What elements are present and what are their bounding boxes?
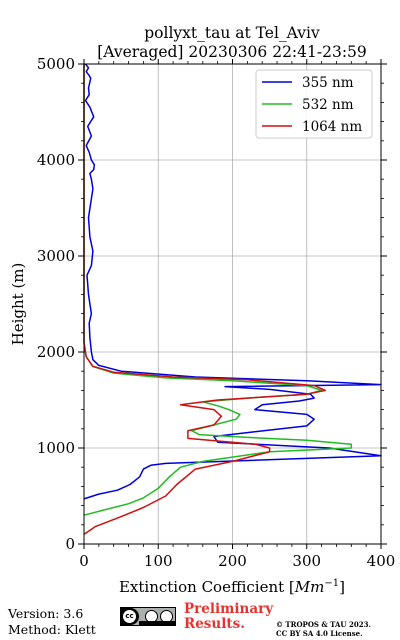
preliminary-line-1: Preliminary: [184, 601, 274, 617]
preliminary-notice: Preliminary Results.: [184, 602, 273, 632]
legend-label-355: 355 nm: [302, 75, 354, 91]
y-tick-labels: 0 1000 2000 3000 4000 5000: [37, 55, 75, 553]
x-axis-label-text: Extinction Coefficient [: [119, 578, 295, 596]
y-axis-label: Height (m): [9, 263, 27, 346]
preliminary-line-2: Results.: [184, 616, 245, 632]
badge-strip: [139, 621, 175, 625]
copyright-line-2: CC BY SA 4.0 License.: [276, 629, 363, 638]
series-line-532: [83, 64, 353, 516]
copyright-line-1: © TROPOS & TAU 2023.: [276, 620, 371, 629]
legend: 355 nm 532 nm 1064 nm: [255, 69, 373, 139]
series-line-1064: [83, 64, 327, 536]
chart-title: pollyxt_tau at Tel_Aviv: [144, 24, 320, 42]
x-axis-label-exponent: −1: [324, 578, 339, 589]
y-tick-label: 2000: [37, 343, 75, 361]
x-axis-label-unit: Mm: [294, 578, 325, 596]
x-tick-label: 0: [79, 552, 89, 570]
y-tick-label: 5000: [37, 55, 75, 73]
version-label: Version: 3.6: [8, 606, 84, 621]
extinction-profile-chart: pollyxt_tau at Tel_Aviv [Averaged] 20230…: [9, 24, 395, 596]
x-tick-label: 200: [218, 552, 247, 570]
y-tick-label: 0: [65, 535, 75, 553]
y-tick-label: 1000: [37, 439, 75, 457]
method-label: Method: Klett: [8, 622, 96, 637]
cc-by-sa-badge-icon: cc: [120, 607, 176, 626]
chart-subtitle: [Averaged] 20230306 22:41-23:59: [97, 43, 367, 61]
x-axis-label-end: ]: [339, 578, 345, 596]
y-tick-label: 4000: [37, 151, 75, 169]
legend-label-1064: 1064 nm: [302, 119, 362, 135]
x-tick-label: 100: [144, 552, 173, 570]
x-axis-label: Extinction Coefficient [Mm−1]: [119, 578, 345, 596]
x-tick-label: 300: [292, 552, 321, 570]
y-tick-label: 3000: [37, 247, 75, 265]
series-line-355: [83, 63, 382, 500]
axis-ticks: [78, 59, 387, 549]
legend-label-532: 532 nm: [302, 97, 354, 113]
cc-icon: cc: [123, 610, 136, 623]
copyright-notice: © TROPOS & TAU 2023. CC BY SA 4.0 Licens…: [276, 620, 371, 638]
processing-info: Version: 3.6 Method: Klett: [8, 606, 96, 638]
x-tick-label: 400: [367, 552, 396, 570]
x-tick-labels: 0 100 200 300 400: [79, 552, 395, 570]
series-lines: [83, 63, 382, 536]
legend-box: [255, 69, 373, 139]
